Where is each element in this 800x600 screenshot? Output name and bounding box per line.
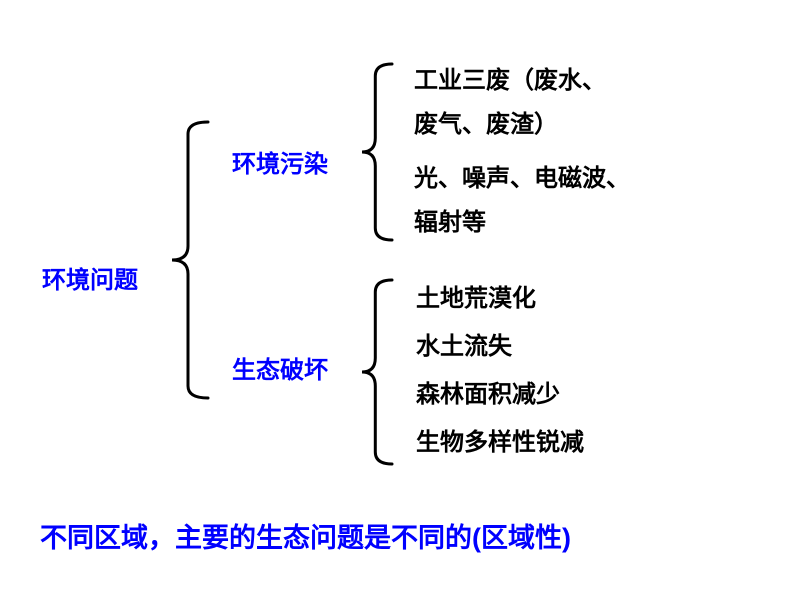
branch-ecology: 生态破坏 [232, 350, 328, 385]
leaf-item: 光、噪声、电磁波、 [414, 158, 630, 193]
branch-pollution: 环境污染 [232, 144, 328, 179]
brace-pollution [360, 62, 394, 242]
leaf-item: 工业三废（废水、 [414, 60, 606, 95]
leaf-item: 土地荒漠化 [416, 278, 536, 313]
leaf-item: 辐射等 [414, 202, 486, 237]
bottom-note: 不同区域，主要的生态问题是不同的(区域性) [40, 516, 571, 555]
root-label: 环境问题 [42, 260, 138, 295]
leaf-item: 生物多样性锐减 [416, 422, 584, 457]
leaf-item: 废气、废渣） [414, 104, 558, 139]
brace-ecology [360, 278, 394, 466]
leaf-item: 森林面积减少 [416, 374, 560, 409]
leaf-item: 水土流失 [416, 326, 512, 361]
brace-main [170, 120, 210, 400]
